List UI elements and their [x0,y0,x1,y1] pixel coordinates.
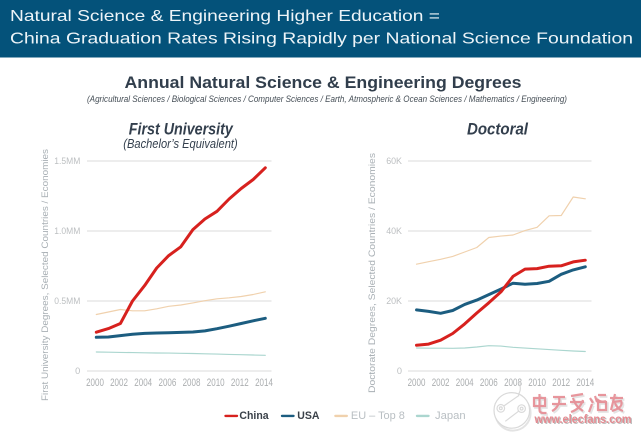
svg-text:2008: 2008 [183,377,201,389]
svg-text:First University Degrees, Sele: First University Degrees, Selected Count… [40,148,50,401]
svg-text:2004: 2004 [134,377,152,389]
svg-text:Doctorate Degrees, Selected Co: Doctorate Degrees, Selected Countries / … [367,152,377,393]
svg-text:2008: 2008 [504,377,522,389]
svg-text:www.elecfans.com: www.elecfans.com [535,415,633,427]
svg-text:First University: First University [129,121,234,139]
svg-text:EU – Top 8: EU – Top 8 [351,410,405,422]
svg-text:2012: 2012 [231,377,249,389]
svg-text:0.5MM: 0.5MM [54,296,80,306]
svg-text:(Agricultural Sciences / Biolo: (Agricultural Sciences / Biological Scie… [87,94,567,104]
svg-text:2002: 2002 [110,377,128,389]
svg-text:2006: 2006 [480,377,498,389]
svg-text:0: 0 [75,366,80,376]
svg-text:www.elecfans.com: www.elecfans.com [534,414,632,426]
svg-text:2000: 2000 [86,377,104,389]
svg-text:USA: USA [297,410,319,422]
svg-text:2006: 2006 [159,377,177,389]
svg-text:China: China [239,410,269,422]
svg-text:Annual Natural Science & Engin: Annual Natural Science & Engineering Deg… [125,73,522,92]
svg-text:20K: 20K [386,296,403,306]
svg-text:2014: 2014 [576,377,594,389]
svg-text:1.0MM: 1.0MM [54,226,80,236]
svg-text:Japan: Japan [435,410,466,422]
svg-text:2000: 2000 [408,377,426,389]
svg-text:2014: 2014 [255,377,273,389]
svg-text:40K: 40K [386,226,403,236]
svg-text:2004: 2004 [456,377,474,389]
svg-text:2010: 2010 [528,377,546,389]
svg-text:0: 0 [397,366,402,376]
svg-text:China Graduation Rates Rising: China Graduation Rates Rising Rapidly pe… [10,31,633,48]
svg-text:1.5MM: 1.5MM [54,156,80,166]
svg-text:60K: 60K [386,156,403,166]
svg-text:2002: 2002 [432,377,450,389]
svg-text:Doctoral: Doctoral [467,121,528,139]
svg-text:Natural Science & Engineering: Natural Science & Engineering Higher Edu… [10,8,440,25]
svg-text:2012: 2012 [552,377,570,389]
svg-text:2010: 2010 [207,377,225,389]
svg-text:(Bachelor’s Equivalent): (Bachelor’s Equivalent) [123,136,237,151]
